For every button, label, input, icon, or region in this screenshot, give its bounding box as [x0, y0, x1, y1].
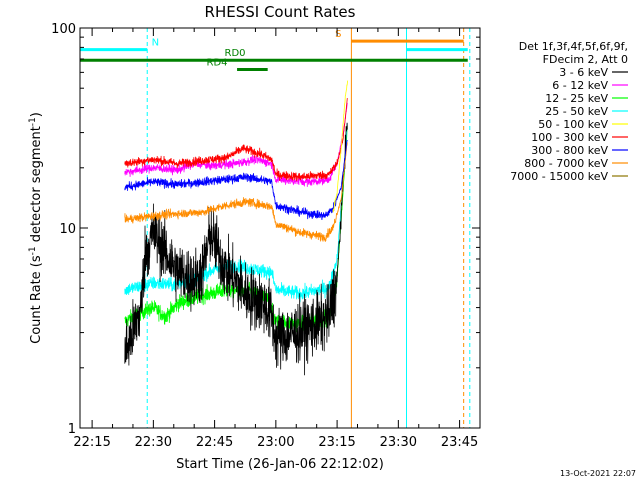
legend-label-7: 800 - 7000 keV [524, 157, 608, 170]
series-line-7 [124, 142, 348, 242]
x-tick-label-4: 23:15 [318, 435, 355, 450]
legend-label-1: 6 - 12 keV [552, 79, 608, 92]
y-tick-label-1: 10 [59, 222, 76, 237]
state-bar-label-4: RD4 [207, 58, 228, 69]
legend-header-0: Det 1f,3f,4f,5f,6f,9f, [519, 40, 628, 53]
state-bar-label-3: RD0 [225, 48, 246, 59]
legend: Det 1f,3f,4f,5f,6f,9f,FDecim 2, Att 03 -… [510, 40, 628, 183]
x-tick-label-3: 23:00 [257, 435, 294, 450]
x-tick-label-2: 22:45 [196, 435, 233, 450]
legend-label-4: 50 - 100 keV [538, 118, 608, 131]
y-tick-label-0: 1 [68, 422, 76, 437]
legend-label-0: 3 - 6 keV [559, 66, 608, 79]
state-bar-label-0: N [152, 38, 159, 49]
legend-header-1: FDecim 2, Att 0 [543, 53, 628, 66]
series-line-1 [124, 102, 348, 187]
footer-timestamp: 13-Oct-2021 22:07 [560, 469, 636, 478]
y-tick-label-2: 100 [51, 22, 76, 37]
x-tick-label-6: 23:45 [441, 435, 478, 450]
legend-label-6: 300 - 800 keV [531, 144, 608, 157]
x-axis-label: Start Time (26-Jan-06 22:12:02) [176, 457, 384, 472]
y-axis-label: Count Rate (s-1 detector segment-1) [28, 112, 44, 344]
legend-label-5: 100 - 300 keV [531, 131, 608, 144]
x-tick-label-0: 22:15 [73, 435, 110, 450]
legend-label-8: 7000 - 15000 keV [510, 170, 608, 183]
x-tick-label-5: 23:30 [380, 435, 417, 450]
chart-title: RHESSI Count Rates [205, 3, 356, 21]
series-line-6 [124, 139, 348, 220]
series-line-4 [332, 80, 349, 213]
x-tick-label-1: 22:30 [135, 435, 172, 450]
series-line-5 [124, 98, 348, 182]
series-line-0 [124, 122, 348, 376]
state-bar-label-2: S [335, 29, 341, 40]
legend-label-2: 12 - 25 keV [545, 92, 608, 105]
legend-label-3: 25 - 50 keV [545, 105, 608, 118]
